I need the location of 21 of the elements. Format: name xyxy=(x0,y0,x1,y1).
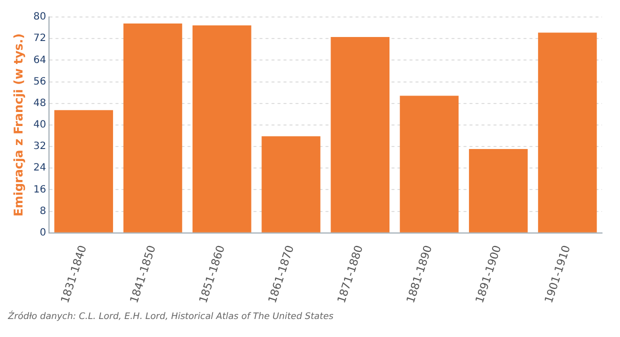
bar xyxy=(123,23,182,232)
y-tick-label: 56 xyxy=(33,76,46,88)
y-tick-label: 40 xyxy=(33,120,46,131)
y-tick-label: 8 xyxy=(40,206,46,217)
bar xyxy=(400,96,459,232)
bar xyxy=(54,110,114,232)
y-tick-label: 80 xyxy=(33,12,46,23)
bar xyxy=(538,32,597,232)
bar xyxy=(262,136,320,232)
y-tick-label: 32 xyxy=(33,141,46,152)
bar xyxy=(192,25,252,232)
text: Źródło danych: C.L. Lord, E.H. Lord, Historical Atlas of The United States xyxy=(8,312,334,322)
bar xyxy=(468,148,528,232)
y-tick-label: 48 xyxy=(33,98,46,109)
y-tick-label: 16 xyxy=(33,184,46,196)
y-axis-title: Emigracja z Francji (w tys.) xyxy=(11,33,26,216)
bar xyxy=(330,36,390,232)
y-tick-label: 64 xyxy=(33,54,46,66)
y-tick-label: 72 xyxy=(33,33,46,44)
y-tick-label: 24 xyxy=(33,162,46,174)
y-tick-label: 0 xyxy=(40,227,46,238)
